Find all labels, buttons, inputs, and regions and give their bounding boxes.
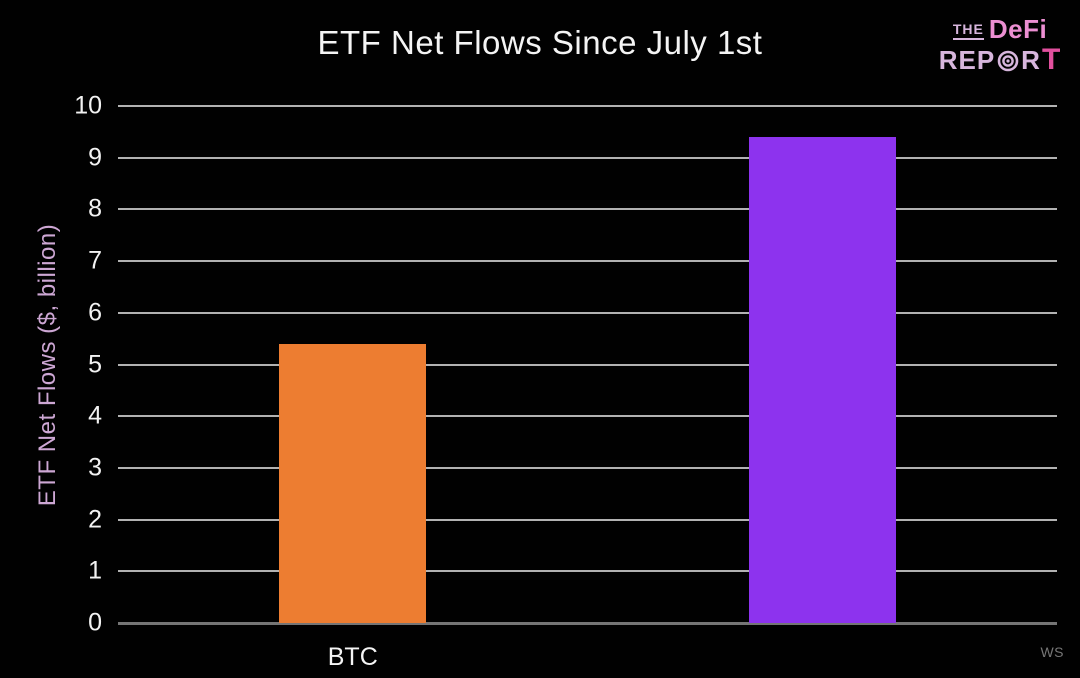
- logo-line-2: REP R T: [934, 45, 1066, 75]
- gridline-y10: [118, 105, 1057, 107]
- logo-line-1: THE DeFi: [934, 16, 1066, 42]
- y-tick-label-6: 6: [88, 298, 102, 327]
- gridline-y3: [118, 466, 1057, 469]
- gridline-y7: [118, 260, 1057, 263]
- chart-title: ETF Net Flows Since July 1st: [317, 24, 763, 61]
- gridline-y8: [118, 208, 1057, 211]
- gridline-y5: [118, 363, 1057, 366]
- gridline-y4: [118, 415, 1057, 418]
- y-tick-label-5: 5: [88, 350, 102, 378]
- y-tick-label-9: 9: [88, 143, 102, 172]
- watermark-text: WS: [1040, 644, 1064, 660]
- y-tick-label-0: 0: [88, 608, 102, 637]
- y-tick-label-7: 7: [88, 246, 102, 275]
- logo-the-text: THE: [952, 22, 984, 40]
- bullseye-o-icon: [996, 48, 1020, 72]
- logo-defi-text: DeFi: [988, 14, 1048, 44]
- bar-btc: [279, 343, 427, 623]
- defi-report-logo: THE DeFi REP R T: [934, 16, 1066, 75]
- logo-rep-text: REP: [938, 45, 996, 75]
- gridline-y2: [118, 518, 1057, 521]
- bar-unlabeled-2: [748, 137, 896, 623]
- y-tick-label-8: 8: [88, 194, 102, 223]
- gridline-y9: [118, 156, 1057, 159]
- logo-t-text: T: [1041, 43, 1062, 76]
- y-tick-label-2: 2: [88, 505, 102, 534]
- y-tick-label-1: 1: [88, 556, 102, 585]
- y-tick-label-10: 10: [74, 91, 102, 120]
- x-category-label-btc: BTC: [327, 643, 378, 671]
- x-axis-line: [118, 622, 1057, 625]
- y-tick-label-4: 4: [88, 401, 102, 430]
- logo-r-text: R: [1021, 45, 1041, 75]
- gridline-y1: [118, 570, 1057, 573]
- y-tick-label-3: 3: [88, 453, 102, 482]
- gridline-y6: [118, 311, 1057, 314]
